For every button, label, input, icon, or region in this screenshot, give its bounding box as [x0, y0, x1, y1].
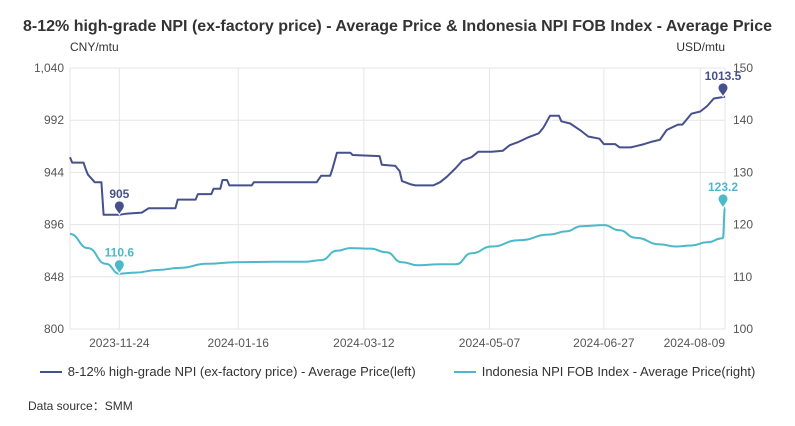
x-tick-label: 2023-11-24	[89, 336, 150, 350]
chart-legend: 8-12% high-grade NPI (ex-factory price) …	[0, 364, 795, 379]
data-point-marker-npi	[113, 200, 125, 216]
data-point-marker-fob	[717, 193, 729, 209]
x-tick-label: 2024-06-27	[573, 336, 635, 350]
legend-item-fob[interactable]: Indonesia NPI FOB Index - Average Price(…	[453, 364, 756, 379]
series-line-fob	[69, 206, 726, 275]
left-axis-unit: CNY/mtu	[70, 40, 119, 54]
y-left-tick-label: 1,040	[34, 61, 64, 75]
legend-swatch-fob	[453, 370, 476, 373]
y-left-tick-label: 944	[44, 165, 64, 179]
chart-title: 8-12% high-grade NPI (ex-factory price) …	[23, 18, 772, 35]
series-line-npi	[69, 95, 726, 216]
legend-label-fob: Indonesia NPI FOB Index - Average Price(…	[481, 364, 756, 379]
y-left-tick-label: 848	[44, 270, 64, 284]
data-label-npi: 1013.5	[705, 69, 742, 83]
y-right-tick-label: 120	[733, 218, 753, 232]
x-tick-label: 2024-01-16	[208, 336, 270, 350]
y-right-tick-label: 150	[733, 61, 753, 75]
data-point-marker-fob	[113, 259, 125, 275]
y-right-tick-label: 140	[733, 113, 753, 127]
y-left-tick-label: 896	[44, 218, 64, 232]
right-axis-unit: USD/mtu	[676, 40, 725, 54]
data-point-marker-npi	[717, 82, 729, 98]
data-label-fob: 123.2	[708, 180, 738, 194]
x-tick-label: 2024-03-12	[333, 336, 395, 350]
y-right-tick-label: 130	[733, 165, 753, 179]
legend-item-npi[interactable]: 8-12% high-grade NPI (ex-factory price) …	[39, 364, 416, 379]
y-right-tick-label: 100	[733, 322, 753, 336]
data-source: Data source：SMM	[28, 399, 133, 413]
data-label-npi: 905	[109, 187, 129, 201]
y-right-tick-label: 110	[733, 270, 752, 284]
data-label-fob: 110.6	[105, 246, 135, 260]
y-left-tick-label: 992	[44, 113, 64, 127]
legend-label-npi: 8-12% high-grade NPI (ex-factory price) …	[67, 364, 416, 379]
x-tick-label: 2024-05-07	[459, 336, 521, 350]
y-left-tick-label: 800	[44, 322, 64, 336]
x-tick-label: 2024-08-09	[664, 336, 726, 350]
legend-swatch-npi	[39, 370, 62, 373]
